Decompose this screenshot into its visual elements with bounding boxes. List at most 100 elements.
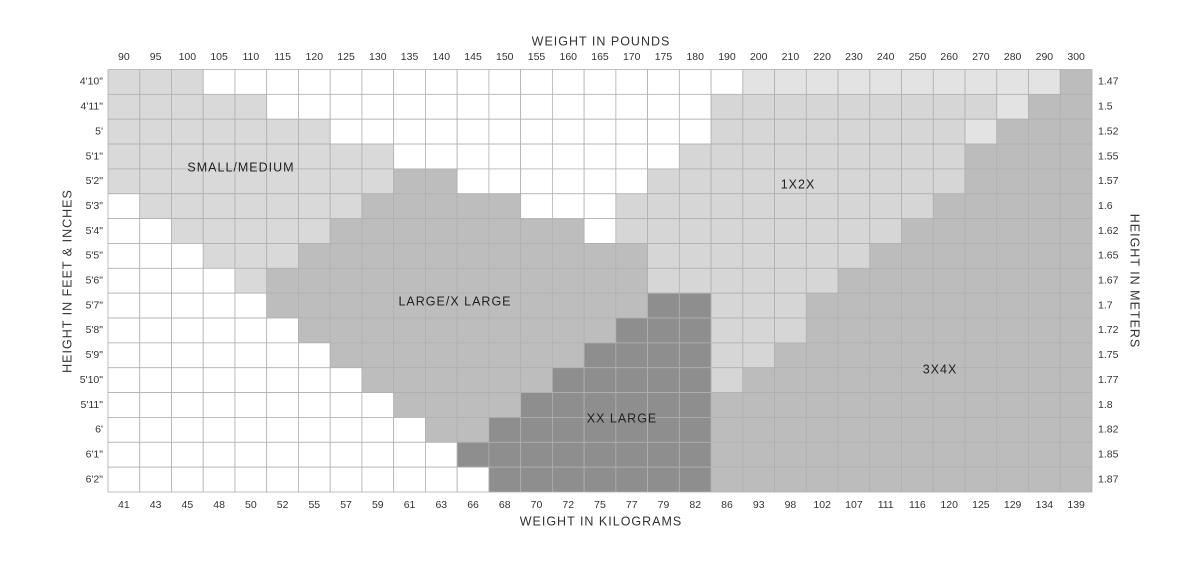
cell [551, 292, 585, 319]
cell [425, 193, 458, 220]
cell [361, 168, 395, 195]
cell [647, 193, 680, 220]
cell [520, 466, 553, 493]
cell [551, 193, 585, 220]
cell [202, 193, 236, 220]
cell [647, 441, 680, 468]
pound-label: 260 [940, 51, 958, 63]
cell [901, 292, 934, 319]
cell [298, 292, 331, 319]
cell [932, 168, 966, 195]
cell [837, 218, 871, 244]
cell [774, 143, 807, 170]
cell [329, 193, 363, 220]
cell [742, 367, 775, 393]
kilogram-label: 50 [245, 499, 257, 511]
cell [266, 218, 299, 244]
cell [551, 392, 585, 418]
cell [329, 292, 363, 319]
cell [678, 243, 712, 269]
cell [234, 367, 268, 393]
cell [647, 367, 680, 393]
pound-label: 270 [972, 51, 990, 63]
cell [615, 243, 649, 269]
kilogram-label: 68 [499, 499, 511, 511]
cell [234, 243, 268, 269]
cell [837, 93, 871, 120]
cell [964, 118, 998, 145]
cell [393, 417, 426, 443]
cell [456, 417, 490, 443]
height-m-label: 1.47 [1098, 76, 1119, 88]
kilogram-label: 102 [813, 499, 831, 511]
zone-label: 3X4X [923, 362, 958, 376]
cell [1059, 342, 1093, 369]
height-m-label: 1.67 [1098, 275, 1119, 287]
cell [551, 466, 585, 493]
cell [488, 317, 522, 344]
kilogram-label: 43 [150, 499, 162, 511]
height-m-label: 1.85 [1098, 449, 1119, 461]
cell [202, 69, 236, 95]
cell [710, 243, 744, 269]
cell [647, 168, 680, 195]
cell [1028, 218, 1061, 244]
cell [901, 267, 934, 294]
cell [107, 342, 141, 369]
cell [266, 69, 299, 95]
cell [615, 342, 649, 369]
cell [488, 267, 522, 294]
cell [932, 218, 966, 244]
cell [298, 392, 331, 418]
cell [107, 317, 141, 344]
kilogram-label: 98 [785, 499, 797, 511]
cell [107, 218, 141, 244]
pound-label: 155 [528, 51, 546, 63]
cell [647, 342, 680, 369]
cell [298, 218, 331, 244]
cell [615, 118, 649, 145]
cell [932, 392, 966, 418]
cell [869, 243, 902, 269]
cell [710, 417, 744, 443]
cell [583, 93, 617, 120]
cell [964, 292, 998, 319]
cell [329, 466, 363, 493]
cell [742, 342, 775, 369]
cell [329, 143, 363, 170]
height-m-label: 1.55 [1098, 150, 1119, 162]
cell [901, 317, 934, 344]
cell [742, 466, 775, 493]
kilogram-label: 93 [753, 499, 765, 511]
cell [488, 168, 522, 195]
cell [996, 342, 1029, 369]
cell [805, 292, 839, 319]
cell [329, 218, 363, 244]
cell [774, 317, 807, 344]
cell [678, 417, 712, 443]
height-ft-label: 5'8" [86, 324, 104, 336]
cell [901, 367, 934, 393]
cell [171, 243, 204, 269]
cell [107, 168, 141, 195]
cell [805, 267, 839, 294]
cell [805, 69, 839, 95]
cell [234, 118, 268, 145]
pound-label: 280 [1004, 51, 1022, 63]
cell [139, 243, 172, 269]
cell [678, 218, 712, 244]
cell [678, 267, 712, 294]
cell [425, 367, 458, 393]
height-ft-label: 6' [95, 424, 103, 436]
cell [774, 193, 807, 220]
cell [932, 441, 966, 468]
height-ft-label: 5'4" [86, 225, 104, 237]
cell [742, 441, 775, 468]
cell [107, 392, 141, 418]
cell [329, 267, 363, 294]
cell [678, 367, 712, 393]
kilogram-label: 66 [467, 499, 479, 511]
cell [361, 441, 395, 468]
cell [996, 69, 1029, 95]
